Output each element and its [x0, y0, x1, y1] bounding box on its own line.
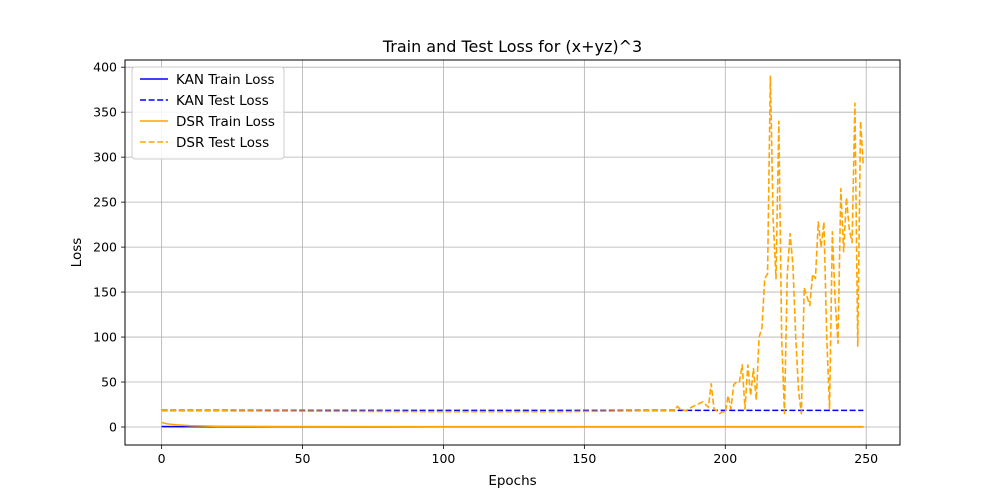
x-tick-label: 0 — [158, 451, 166, 466]
x-tick-label: 200 — [713, 451, 737, 466]
y-tick-label: 400 — [93, 60, 117, 75]
series-layer — [161, 75, 865, 428]
y-tick-label: 200 — [93, 240, 117, 255]
x-tick-label: 50 — [295, 451, 311, 466]
x-axis-title: Epochs — [488, 473, 536, 489]
legend-label: DSR Test Loss — [176, 135, 269, 151]
y-tick-label: 300 — [93, 150, 117, 165]
series-line-dsr-train-loss — [161, 421, 864, 428]
y-tick-label: 150 — [93, 285, 117, 300]
y-tick-label: 250 — [93, 195, 117, 210]
x-tick-label: 150 — [572, 451, 596, 466]
axis-ticks: 0 50 100 150 200 250 0 50 100 150 200 250 300 350 400 — [93, 60, 878, 466]
y-axis-title: Loss — [69, 238, 85, 268]
legend: KAN Train Loss KAN Test Loss DSR Train Los… — [131, 66, 285, 160]
y-tick-label: 100 — [93, 330, 117, 345]
legend-label: DSR Train Loss — [176, 114, 275, 130]
x-tick-label: 100 — [432, 451, 456, 466]
y-tick-label: 0 — [109, 420, 117, 435]
chart-title: Train and Test Loss for (x+yz)^3 — [382, 37, 642, 56]
y-tick-label: 50 — [101, 375, 117, 390]
grid — [125, 60, 900, 445]
y-tick-label: 350 — [93, 105, 117, 120]
series-line-dsr-test-loss — [161, 75, 865, 415]
x-tick-label: 250 — [854, 451, 878, 466]
legend-label: KAN Train Loss — [176, 72, 275, 88]
plot-area-frame — [124, 59, 901, 446]
legend-label: KAN Test Loss — [176, 93, 269, 109]
legend-box — [131, 66, 285, 160]
